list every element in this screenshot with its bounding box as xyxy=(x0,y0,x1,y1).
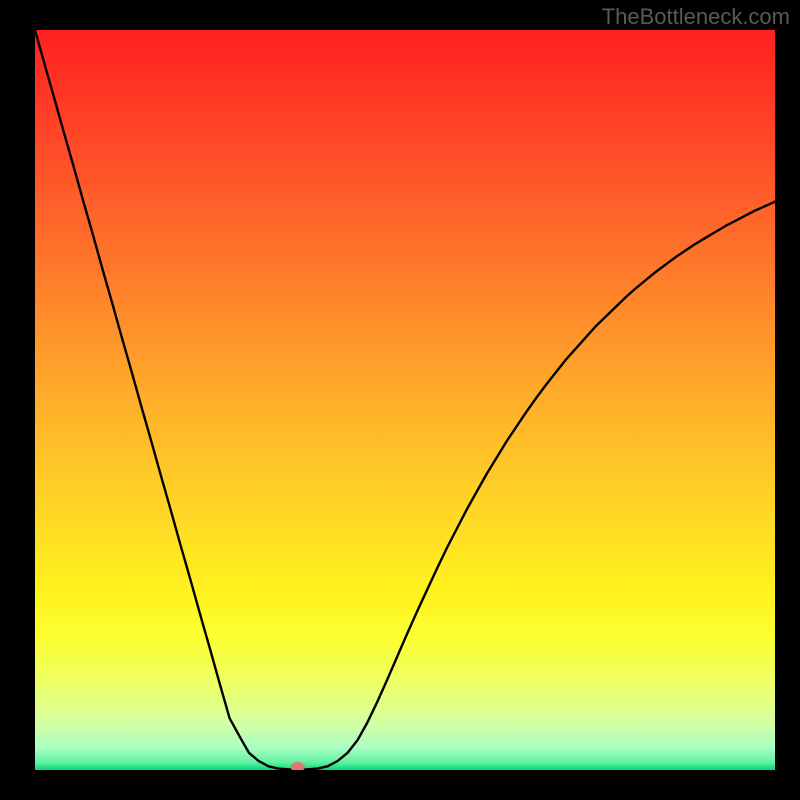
chart-plot-area xyxy=(35,30,775,770)
watermark-text: TheBottleneck.com xyxy=(602,4,790,30)
bottleneck-curve-chart xyxy=(35,30,775,770)
chart-background xyxy=(35,30,775,770)
